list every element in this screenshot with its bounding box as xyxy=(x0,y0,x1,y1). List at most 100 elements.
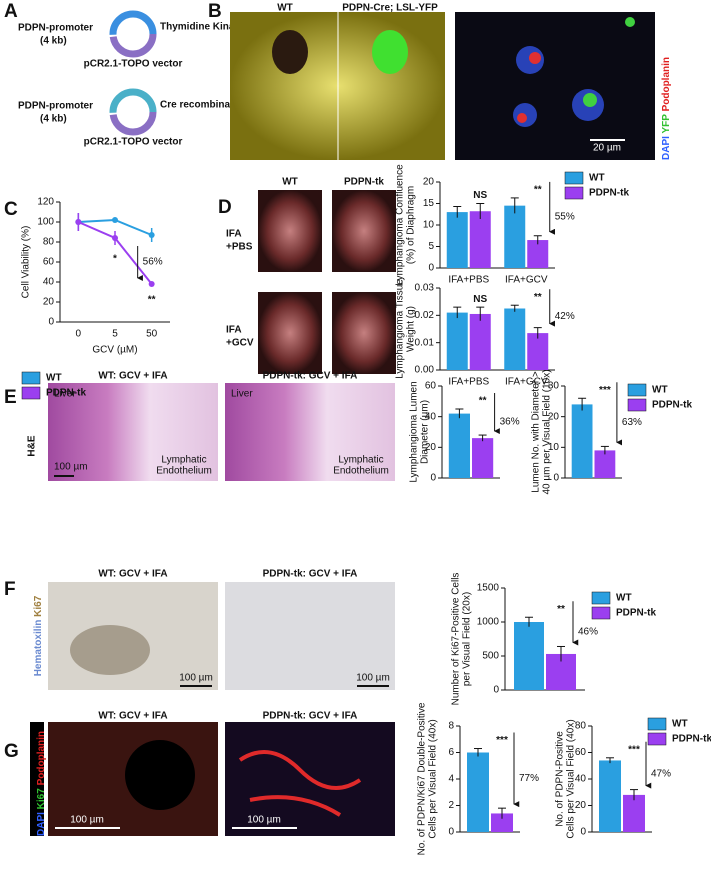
y-tick-label: 100 xyxy=(37,217,54,228)
photo xyxy=(332,190,396,272)
stain-bar xyxy=(30,722,44,836)
significance: *** xyxy=(496,735,508,746)
photo-eye xyxy=(372,30,408,74)
region-label: Lymphatic xyxy=(161,455,206,466)
scale-label: 100 µm xyxy=(70,815,104,826)
plasmid-diagram xyxy=(109,10,157,136)
point xyxy=(148,281,155,287)
scale-label: 100 µm xyxy=(247,815,281,826)
reduction-label: 56% xyxy=(143,257,163,268)
micrograph xyxy=(225,582,395,690)
promoter-label: PDPN-promoter xyxy=(18,101,93,112)
y-tick-label: 20 xyxy=(425,442,437,453)
promoter-size: (4 kb) xyxy=(40,114,67,125)
scale-label: 20 µm xyxy=(593,143,621,154)
legend-swatch xyxy=(564,186,584,200)
column-label: PDPN-tk xyxy=(344,177,384,188)
significance: *** xyxy=(599,385,611,396)
panel-label: B xyxy=(208,1,222,22)
y-tick-label: 60 xyxy=(425,381,437,392)
bar xyxy=(467,752,489,832)
y-tick-label: 2 xyxy=(448,800,454,811)
y-tick-label: 20 xyxy=(575,800,587,811)
legend-label: WT xyxy=(672,719,688,730)
y-axis-label: No. of PDPN/Ki67 Double-Positive xyxy=(417,702,428,855)
image-title: PDPN-tk: GCV + IFA xyxy=(263,569,358,580)
legend-label: WT xyxy=(652,385,668,396)
significance: ** xyxy=(148,295,156,306)
significance: *** xyxy=(628,744,640,755)
bar xyxy=(514,622,544,690)
x-tick-label: 50 xyxy=(146,329,158,340)
promoter-label: PDPN-promoter xyxy=(18,23,93,34)
region-label: Endothelium xyxy=(156,466,212,477)
panel-label: C xyxy=(4,199,18,220)
legend-label: WT xyxy=(46,373,62,384)
legend-swatch xyxy=(21,371,41,385)
scale-label: 100 µm xyxy=(179,673,213,684)
legend-label: PDPN-tk xyxy=(589,188,629,199)
y-axis-label: Number of Ki67-Positive Cells xyxy=(451,573,462,706)
y-tick-label: 20 xyxy=(423,177,435,188)
point xyxy=(112,235,118,241)
stain-pattern xyxy=(238,750,362,817)
x-tick-label: IFA+PBS xyxy=(448,377,489,388)
region-label: Endothelium xyxy=(333,466,389,477)
y-tick-label: 80 xyxy=(575,721,587,732)
legend-label: PDPN-tk xyxy=(672,734,711,745)
y-axis-label: 40 µm per Visual Field (10x) xyxy=(542,369,553,494)
photo-label: WT xyxy=(277,3,293,14)
region-label: Liver xyxy=(231,389,253,400)
y-axis-label: Lymphangioma Confluence xyxy=(395,164,406,286)
reduction-label: 63% xyxy=(622,417,642,428)
reduction-label: 47% xyxy=(651,768,671,779)
x-axis-label: GCV (µM) xyxy=(92,345,137,356)
row-label: IFA xyxy=(226,229,242,240)
y-axis-label: Cells per Visual Field (40x) xyxy=(566,719,577,838)
y-axis-label: Weight (g) xyxy=(406,306,417,352)
reduction-label: 55% xyxy=(555,211,575,222)
bar xyxy=(571,404,593,478)
significance: ** xyxy=(534,185,542,196)
panel-label: G xyxy=(4,741,19,762)
bar xyxy=(446,312,468,370)
bar xyxy=(446,212,468,268)
stain-label: DAPI Ki67 Podoplanin xyxy=(36,731,47,836)
cells xyxy=(513,17,635,127)
y-tick-label: 0 xyxy=(553,473,559,484)
y-tick-label: 500 xyxy=(482,651,499,662)
row-label: IFA xyxy=(226,325,242,336)
y-tick-label: 6 xyxy=(448,747,454,758)
y-tick-label: 0.03 xyxy=(415,283,435,294)
image-title: PDPN-tk: GCV + IFA xyxy=(263,371,358,382)
stain-label: DAPI YFP Podoplanin xyxy=(661,57,672,160)
y-tick-label: 40 xyxy=(43,277,55,288)
y-tick-label: 4 xyxy=(448,774,454,785)
photo-label: PDPN-Cre; LSL-YFP xyxy=(342,3,438,14)
vector-label: pCR2.1-TOPO vector xyxy=(84,137,183,148)
panel-label: A xyxy=(4,1,18,22)
image-title: WT: GCV + IFA xyxy=(98,711,167,722)
y-axis-label: Cell Viability (%) xyxy=(21,226,32,299)
bar xyxy=(527,240,549,268)
stain-label: H&E xyxy=(27,435,38,456)
y-axis-label: Lymphangioma Lumen xyxy=(409,381,420,482)
y-tick-label: 40 xyxy=(575,774,587,785)
micrograph xyxy=(48,582,218,690)
y-tick-label: 10 xyxy=(423,220,435,231)
y-tick-label: 5 xyxy=(428,241,434,252)
y-axis-label: (%) of Diaphragm xyxy=(406,186,417,264)
legend-label: WT xyxy=(589,173,605,184)
significance: ** xyxy=(557,604,565,615)
micrograph xyxy=(225,383,395,481)
bar xyxy=(448,413,470,478)
y-tick-label: 10 xyxy=(548,442,560,453)
y-tick-label: 0 xyxy=(448,827,454,838)
x-tick-label: IFA+PBS xyxy=(448,275,489,286)
gene-label: Cre recombinase xyxy=(160,100,242,111)
panel-label: E xyxy=(4,387,17,408)
point xyxy=(75,219,82,225)
significance: ** xyxy=(479,396,487,407)
x-tick-label: IFA+GCV xyxy=(505,377,548,388)
scale-label: 100 µm xyxy=(356,673,390,684)
